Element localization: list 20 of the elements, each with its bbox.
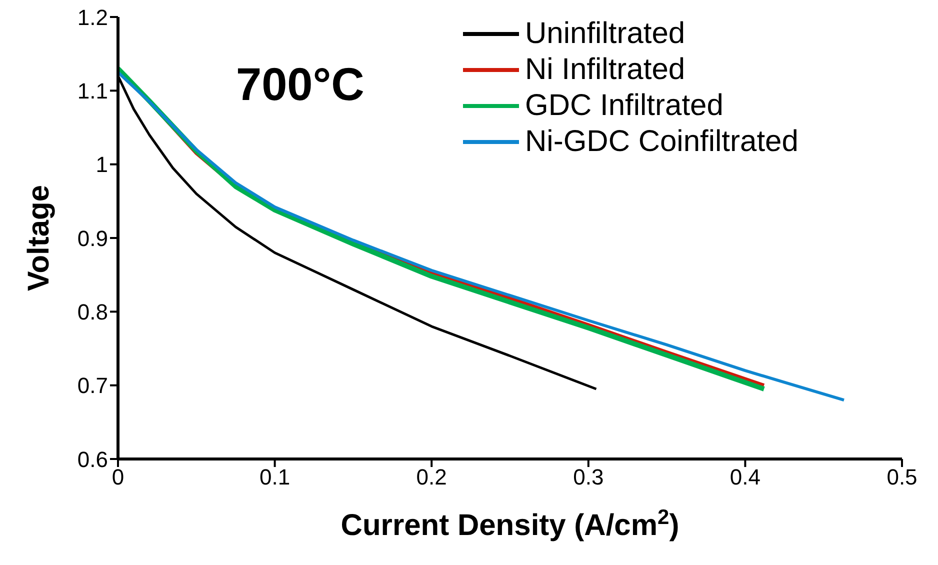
text: 700°C (236, 58, 364, 110)
x-tick-label: 0.4 (730, 464, 760, 490)
y-tick-label: 0.9 (77, 226, 108, 251)
legend-label: Ni Infiltrated (525, 53, 686, 87)
legend-label: Ni-GDC Coinfiltrated (525, 125, 798, 159)
x-axis-title: Current Density (A/cm$^{2}$) (340, 506, 680, 542)
y-tick-label: 0.7 (77, 373, 108, 398)
y-tick-label: 1 (96, 152, 108, 178)
y-axis-title: Voltage (22, 184, 56, 292)
y-tick-label: 0.6 (77, 446, 108, 472)
x-tick-label: 0 (112, 464, 124, 490)
x-tick-label: 0.1 (260, 464, 290, 490)
y-tick-label: 1.2 (77, 4, 108, 30)
x-tick-label: 0.2 (416, 464, 447, 490)
x-tick-label: 0.3 (573, 464, 604, 490)
legend-label: GDC Infiltrated (525, 89, 724, 123)
y-tick-label: 0.8 (77, 299, 108, 324)
x-tick-label: 0.5 (886, 464, 918, 490)
legend-label: Uninfiltrated (525, 17, 686, 51)
y-tick-label: 1.1 (77, 78, 108, 104)
